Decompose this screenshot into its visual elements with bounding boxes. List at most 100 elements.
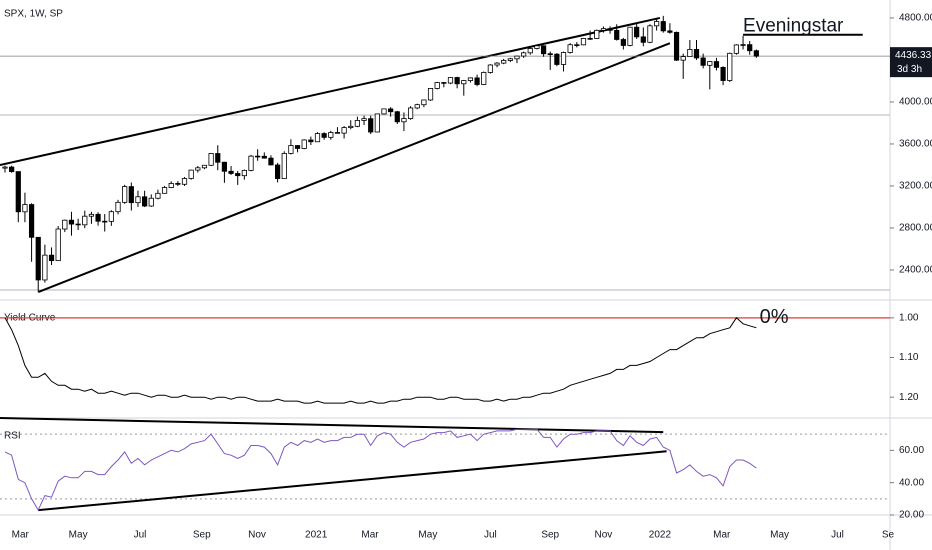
series-line: [4, 317, 757, 404]
candle-body: [108, 211, 114, 222]
candle-body: [42, 254, 48, 281]
candle-body: [261, 155, 267, 159]
y-tick-label: 40.00: [899, 477, 924, 488]
y-tick-label: 2400.00: [899, 265, 932, 276]
candle-body: [334, 132, 341, 134]
candle-body: [75, 223, 81, 226]
candle-body: [82, 215, 88, 226]
candle-body: [727, 52, 733, 81]
pane-title: SPX, 1W, SP: [4, 9, 63, 20]
candle-body: [527, 48, 533, 54]
candle-body: [195, 167, 201, 171]
candle-body: [467, 77, 474, 81]
candle-body: [128, 186, 134, 204]
candle-body: [122, 186, 128, 203]
x-tick-label: Nov: [248, 530, 266, 541]
candle-body: [693, 49, 700, 59]
candle-body: [281, 153, 287, 180]
candle-body: [567, 44, 573, 53]
price-tag-value: 4436.33: [895, 50, 932, 61]
y-tick-label: 4800.00: [899, 13, 932, 24]
candle-body: [654, 21, 660, 27]
candle-body: [181, 178, 188, 185]
candle-body: [15, 171, 21, 213]
candle-body: [301, 139, 307, 149]
candle-body: [168, 183, 174, 188]
candle-body: [547, 53, 553, 55]
candle-body: [68, 219, 75, 225]
x-tick-label: Mar: [713, 530, 731, 541]
candle-body: [102, 220, 108, 223]
candle-body: [534, 45, 540, 49]
y-tick-label: 1.00: [899, 312, 919, 323]
price-tag-countdown: 3d 3h: [897, 64, 922, 75]
candle-body: [494, 62, 500, 66]
candle-body: [155, 192, 161, 199]
candle-body: [161, 187, 168, 194]
candle-body: [753, 50, 759, 57]
candle-body: [255, 155, 261, 158]
candle-body: [294, 145, 301, 149]
x-tick-label: 2022: [649, 530, 672, 541]
candle-body: [55, 228, 61, 262]
y-tick-label: 1.10: [899, 352, 919, 363]
candle-body: [394, 111, 400, 123]
candle-body: [142, 196, 148, 207]
trend-line: [0, 417, 664, 434]
candle-body: [62, 219, 68, 230]
candle-body: [407, 107, 414, 119]
candle-body: [354, 120, 360, 127]
candle-body: [328, 132, 334, 138]
x-tick-label: Jul: [831, 530, 844, 541]
candle-body: [228, 170, 234, 174]
candle-body: [28, 204, 35, 238]
candle-body: [673, 31, 680, 61]
x-tick-label: Se: [882, 530, 895, 541]
candle-body: [481, 72, 487, 85]
candle-body: [713, 61, 720, 68]
candle-body: [48, 254, 55, 262]
candle-body: [361, 118, 367, 121]
x-tick-label: Sep: [541, 530, 559, 541]
x-tick-label: May: [418, 530, 437, 541]
candle-body: [115, 201, 121, 213]
candle-body: [487, 64, 493, 73]
candle-body: [614, 29, 620, 40]
x-tick-label: May: [770, 530, 789, 541]
candle-body: [22, 204, 28, 213]
candle-body: [414, 104, 420, 109]
candle-body: [687, 49, 693, 57]
candle-body: [215, 153, 221, 163]
candle-body: [474, 77, 480, 85]
trend-line: [38, 450, 667, 512]
candle-body: [401, 118, 407, 123]
pane-title: RSI: [4, 431, 21, 442]
candle-body: [580, 38, 587, 46]
candle-body: [514, 55, 520, 60]
candle-body: [720, 67, 726, 81]
candle-body: [268, 157, 274, 166]
candle-body: [427, 88, 434, 101]
candle-body: [95, 213, 101, 222]
candle-body: [2, 166, 8, 169]
price-tag: [890, 47, 932, 78]
candle-body: [308, 139, 314, 143]
candle-body: [560, 52, 567, 65]
candle-body: [607, 28, 613, 31]
candle-body: [248, 155, 254, 171]
annotation: 0%: [760, 306, 789, 328]
candle-body: [700, 57, 706, 66]
candle-body: [235, 173, 241, 177]
candle-body: [88, 213, 95, 217]
candle-body: [507, 58, 513, 61]
candle-body: [388, 108, 394, 113]
trend-line: [0, 16, 661, 166]
candle-body: [640, 36, 646, 43]
series-line: [4, 428, 757, 512]
candle-body: [175, 183, 181, 185]
candle-body: [201, 164, 208, 169]
candle-body: [521, 52, 527, 57]
candle-body: [447, 77, 454, 84]
candle-body: [288, 145, 294, 154]
